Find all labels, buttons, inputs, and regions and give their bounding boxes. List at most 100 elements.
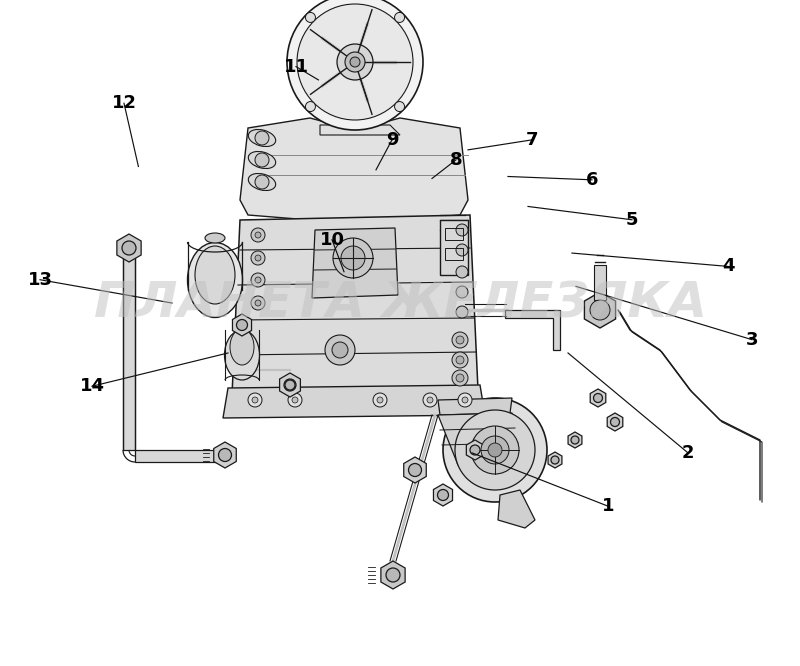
Circle shape [255,131,269,145]
Polygon shape [233,314,251,336]
Circle shape [306,13,315,23]
Polygon shape [498,490,535,528]
Text: 11: 11 [283,57,309,76]
Polygon shape [434,484,453,506]
Circle shape [594,394,602,402]
Circle shape [377,397,383,403]
Ellipse shape [230,329,254,365]
Polygon shape [548,452,562,468]
Circle shape [292,397,298,403]
Polygon shape [505,310,560,350]
Text: 14: 14 [79,377,105,396]
Circle shape [333,238,373,278]
Text: 2: 2 [682,444,694,462]
Polygon shape [123,240,135,450]
Circle shape [255,300,261,306]
Circle shape [122,241,136,255]
Circle shape [332,342,348,358]
Circle shape [481,436,509,464]
Polygon shape [607,413,622,431]
Circle shape [409,464,422,476]
Circle shape [251,296,265,310]
Circle shape [427,397,433,403]
Text: ПЛАНЕТА ЖЕЛЕЗЯКА: ПЛАНЕТА ЖЕЛЕЗЯКА [94,279,706,327]
Circle shape [297,4,413,120]
Circle shape [571,436,579,444]
Circle shape [458,393,472,407]
Bar [594,265,606,300]
Ellipse shape [248,151,276,168]
Circle shape [456,224,468,236]
Circle shape [455,410,535,490]
Circle shape [470,445,480,455]
Bar [440,220,468,275]
Circle shape [456,356,464,364]
Ellipse shape [248,173,276,190]
Circle shape [251,251,265,265]
Circle shape [452,370,468,386]
Bar [445,248,463,260]
Circle shape [456,286,468,298]
Circle shape [341,246,365,270]
Ellipse shape [205,233,225,243]
Polygon shape [590,389,606,407]
Polygon shape [320,125,400,135]
Circle shape [255,277,261,283]
Circle shape [551,456,559,464]
Circle shape [255,255,261,261]
Ellipse shape [187,242,242,318]
Circle shape [248,393,262,407]
Text: 8: 8 [450,151,462,169]
Circle shape [251,273,265,287]
Polygon shape [214,442,236,468]
Circle shape [285,380,295,390]
Circle shape [590,300,610,320]
Polygon shape [232,215,478,395]
Polygon shape [466,440,484,460]
Circle shape [386,568,400,582]
Text: 12: 12 [111,94,137,113]
Text: 13: 13 [27,270,53,289]
Circle shape [443,398,547,502]
Polygon shape [438,398,512,415]
Circle shape [345,52,365,72]
Circle shape [438,490,449,501]
Circle shape [456,244,468,256]
Text: 10: 10 [319,230,345,249]
Circle shape [255,153,269,167]
Circle shape [251,228,265,242]
Circle shape [325,335,355,365]
Circle shape [337,44,373,80]
Circle shape [394,101,405,111]
Circle shape [452,332,468,348]
Ellipse shape [248,129,276,147]
Circle shape [287,0,423,130]
Text: 7: 7 [526,131,538,149]
Polygon shape [312,228,398,298]
Polygon shape [585,292,615,328]
Circle shape [394,13,405,23]
Polygon shape [223,385,485,418]
Circle shape [350,57,360,67]
Circle shape [373,393,387,407]
Text: 1: 1 [602,497,614,515]
Ellipse shape [225,330,259,380]
Circle shape [423,393,437,407]
Circle shape [255,232,261,238]
Polygon shape [240,118,468,222]
Circle shape [488,443,502,457]
Circle shape [306,101,315,111]
Polygon shape [280,373,300,397]
Circle shape [471,426,519,474]
Circle shape [456,306,468,318]
Circle shape [252,397,258,403]
Polygon shape [404,457,426,483]
Polygon shape [381,561,405,589]
Text: 3: 3 [746,330,758,349]
Circle shape [452,352,468,368]
Circle shape [218,448,231,462]
Polygon shape [438,413,520,465]
Text: 5: 5 [626,210,638,229]
Bar [445,228,463,240]
Circle shape [456,266,468,278]
